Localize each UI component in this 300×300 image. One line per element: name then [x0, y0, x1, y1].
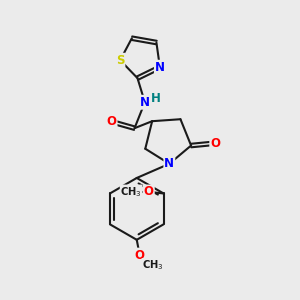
Text: H: H	[151, 92, 161, 105]
Text: O: O	[144, 185, 154, 199]
Text: O: O	[210, 137, 220, 150]
Text: O: O	[106, 115, 117, 128]
Text: S: S	[116, 54, 124, 67]
Text: O: O	[135, 249, 145, 262]
Text: N: N	[155, 61, 165, 74]
Text: N: N	[164, 157, 174, 170]
Text: CH$_3$: CH$_3$	[120, 185, 142, 199]
Text: N: N	[140, 96, 150, 109]
Text: CH$_3$: CH$_3$	[142, 259, 164, 272]
